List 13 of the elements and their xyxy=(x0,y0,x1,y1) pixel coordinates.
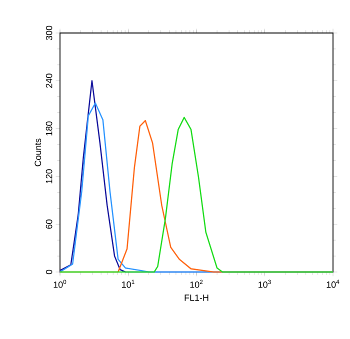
y-tick-label: 180 xyxy=(46,121,52,136)
x-tick-label: 10$^{1}$ xyxy=(122,280,134,288)
x-axis-title: FL1-H xyxy=(184,294,208,301)
y-tick-label: 300 xyxy=(46,26,52,40)
x-tick-label: 10$^{4}$ xyxy=(326,280,340,288)
y-tick-label: 60 xyxy=(46,220,52,229)
x-tick-label: 10$^{0}$ xyxy=(54,280,66,288)
y-axis-title: Counts xyxy=(34,138,42,166)
x-tick-label: 10$^{2}$ xyxy=(190,280,203,288)
y-tick-label: 240 xyxy=(46,74,52,88)
y-tick-label: 120 xyxy=(46,169,52,184)
y-tick-label: 0 xyxy=(46,270,52,274)
x-tick-label: 10$^{3}$ xyxy=(258,280,271,288)
